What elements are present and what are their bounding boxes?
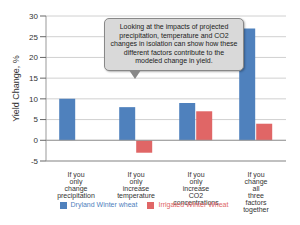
svg-text:5: 5 [34,115,39,124]
svg-text:If youchangeallthreefactorstog: If youchangeallthreefactorstogether [243,171,269,214]
svg-text:25: 25 [29,33,38,42]
svg-text:20: 20 [29,53,38,62]
svg-text:If youonlychangeprecipitation: If youonlychangeprecipitation [57,171,95,200]
svg-text:Yield Change, %: Yield Change, % [11,55,21,122]
svg-text:If youonlyincreasetemperature: If youonlyincreasetemperature [117,171,155,200]
svg-text:If youonlyincreaseCO2concentra: If youonlyincreaseCO2concentrations [173,171,219,206]
svg-text:15: 15 [29,74,38,83]
svg-text:30: 30 [29,12,38,21]
svg-text:0: 0 [34,136,39,145]
svg-text:-5: -5 [31,157,39,166]
svg-text:10: 10 [29,95,38,104]
